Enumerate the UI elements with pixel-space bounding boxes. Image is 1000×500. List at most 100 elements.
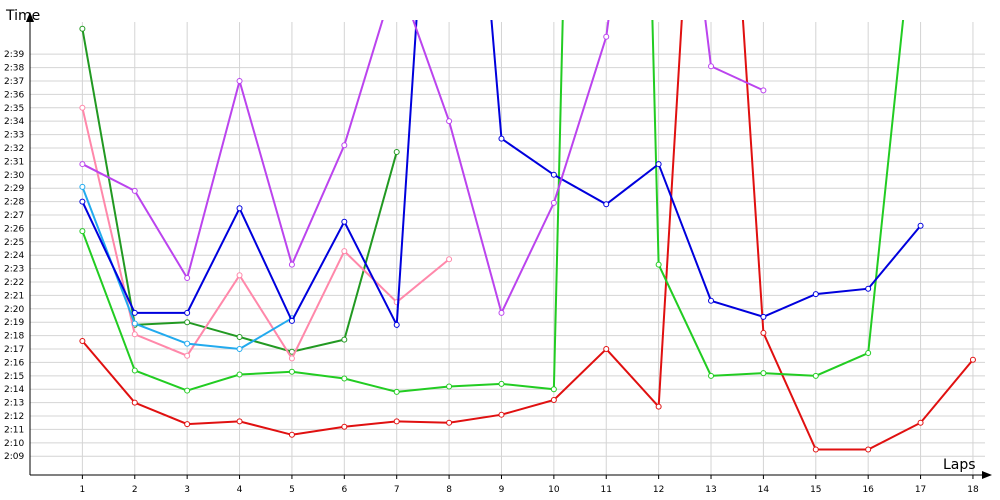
point bbox=[184, 309, 191, 316]
point bbox=[603, 33, 610, 40]
point bbox=[446, 118, 453, 125]
point bbox=[236, 346, 243, 353]
y-tick-label: 2:11 bbox=[4, 425, 24, 435]
point bbox=[603, 201, 610, 208]
y-tick-label: 2:23 bbox=[4, 265, 24, 275]
y-tick-label: 2:18 bbox=[4, 332, 24, 342]
point bbox=[236, 371, 243, 378]
point bbox=[498, 135, 505, 142]
x-tick-label: 7 bbox=[394, 485, 400, 495]
y-tick-label: 2:26 bbox=[4, 224, 24, 234]
point bbox=[760, 313, 767, 320]
point bbox=[655, 161, 662, 168]
point bbox=[341, 248, 348, 255]
point bbox=[341, 218, 348, 225]
point bbox=[131, 367, 138, 374]
point bbox=[79, 183, 86, 190]
y-tick-label: 2:34 bbox=[4, 117, 24, 127]
x-tick-label: 13 bbox=[705, 485, 716, 495]
point bbox=[760, 329, 767, 336]
point bbox=[655, 261, 662, 268]
point bbox=[550, 171, 557, 178]
point bbox=[79, 25, 86, 32]
x-tick-label: 17 bbox=[915, 485, 926, 495]
point bbox=[917, 419, 924, 426]
point bbox=[288, 368, 295, 375]
y-tick-label: 2:17 bbox=[4, 345, 24, 355]
point bbox=[79, 104, 86, 111]
point bbox=[236, 272, 243, 279]
point bbox=[184, 387, 191, 394]
point bbox=[236, 205, 243, 212]
point bbox=[79, 228, 86, 235]
x-axis-arrow bbox=[982, 471, 992, 479]
series-line bbox=[81, 20, 764, 316]
point bbox=[288, 355, 295, 362]
point bbox=[760, 370, 767, 377]
y-tick-label: 2:28 bbox=[4, 198, 24, 208]
y-tick-label: 2:32 bbox=[4, 144, 24, 154]
point bbox=[393, 321, 400, 328]
point bbox=[498, 309, 505, 316]
point bbox=[288, 261, 295, 268]
y-tick-label: 2:10 bbox=[4, 439, 24, 449]
point bbox=[131, 187, 138, 194]
y-axis-title: Time bbox=[5, 8, 40, 24]
y-tick-label: 2:27 bbox=[4, 211, 24, 221]
point bbox=[131, 320, 138, 327]
y-tick-label: 2:33 bbox=[4, 131, 24, 141]
point bbox=[550, 396, 557, 403]
y-tick-label: 2:38 bbox=[4, 64, 24, 74]
x-tick-label: 3 bbox=[184, 485, 190, 495]
x-tick-label: 14 bbox=[758, 485, 770, 495]
x-axis-title: Laps bbox=[943, 457, 976, 473]
y-tick-label: 2:15 bbox=[4, 372, 24, 382]
point bbox=[865, 446, 872, 453]
y-tick-label: 2:30 bbox=[4, 171, 24, 181]
x-tick-label: 6 bbox=[341, 485, 347, 495]
point bbox=[760, 87, 767, 94]
y-tick-label: 2:22 bbox=[4, 278, 24, 288]
point bbox=[655, 403, 662, 410]
point bbox=[708, 297, 715, 304]
point bbox=[812, 446, 819, 453]
x-tick-label: 18 bbox=[967, 485, 979, 495]
point bbox=[865, 350, 872, 357]
point bbox=[498, 380, 505, 387]
y-tick-label: 2:21 bbox=[4, 291, 24, 301]
point bbox=[446, 256, 453, 263]
point bbox=[236, 77, 243, 84]
y-tick-label: 2:39 bbox=[4, 50, 24, 60]
point bbox=[79, 161, 86, 168]
y-tick-label: 2:35 bbox=[4, 104, 24, 114]
grid bbox=[30, 22, 985, 475]
point bbox=[288, 431, 295, 438]
series-line bbox=[81, 107, 450, 361]
point bbox=[341, 423, 348, 430]
x-tick-label: 8 bbox=[446, 485, 452, 495]
y-tick-label: 2:25 bbox=[4, 238, 24, 248]
point bbox=[184, 352, 191, 359]
point bbox=[550, 199, 557, 206]
x-tick-label: 15 bbox=[810, 485, 821, 495]
series-line bbox=[81, 20, 974, 451]
y-tick-label: 2:12 bbox=[4, 412, 24, 422]
point bbox=[236, 418, 243, 425]
y-tick-label: 2:14 bbox=[4, 385, 24, 395]
point bbox=[550, 386, 557, 393]
point bbox=[393, 388, 400, 395]
y-tick-label: 2:20 bbox=[4, 305, 24, 315]
point bbox=[184, 421, 191, 428]
x-tick-label: 12 bbox=[653, 485, 664, 495]
point bbox=[341, 142, 348, 149]
point bbox=[341, 336, 348, 343]
point bbox=[79, 337, 86, 344]
point bbox=[812, 372, 819, 379]
y-tick-label: 2:13 bbox=[4, 399, 24, 409]
point bbox=[812, 291, 819, 298]
x-tick-label: 11 bbox=[601, 485, 612, 495]
point bbox=[969, 356, 976, 363]
x-tick-label: 1 bbox=[80, 485, 86, 495]
point bbox=[79, 198, 86, 205]
x-tick-label: 10 bbox=[548, 485, 560, 495]
